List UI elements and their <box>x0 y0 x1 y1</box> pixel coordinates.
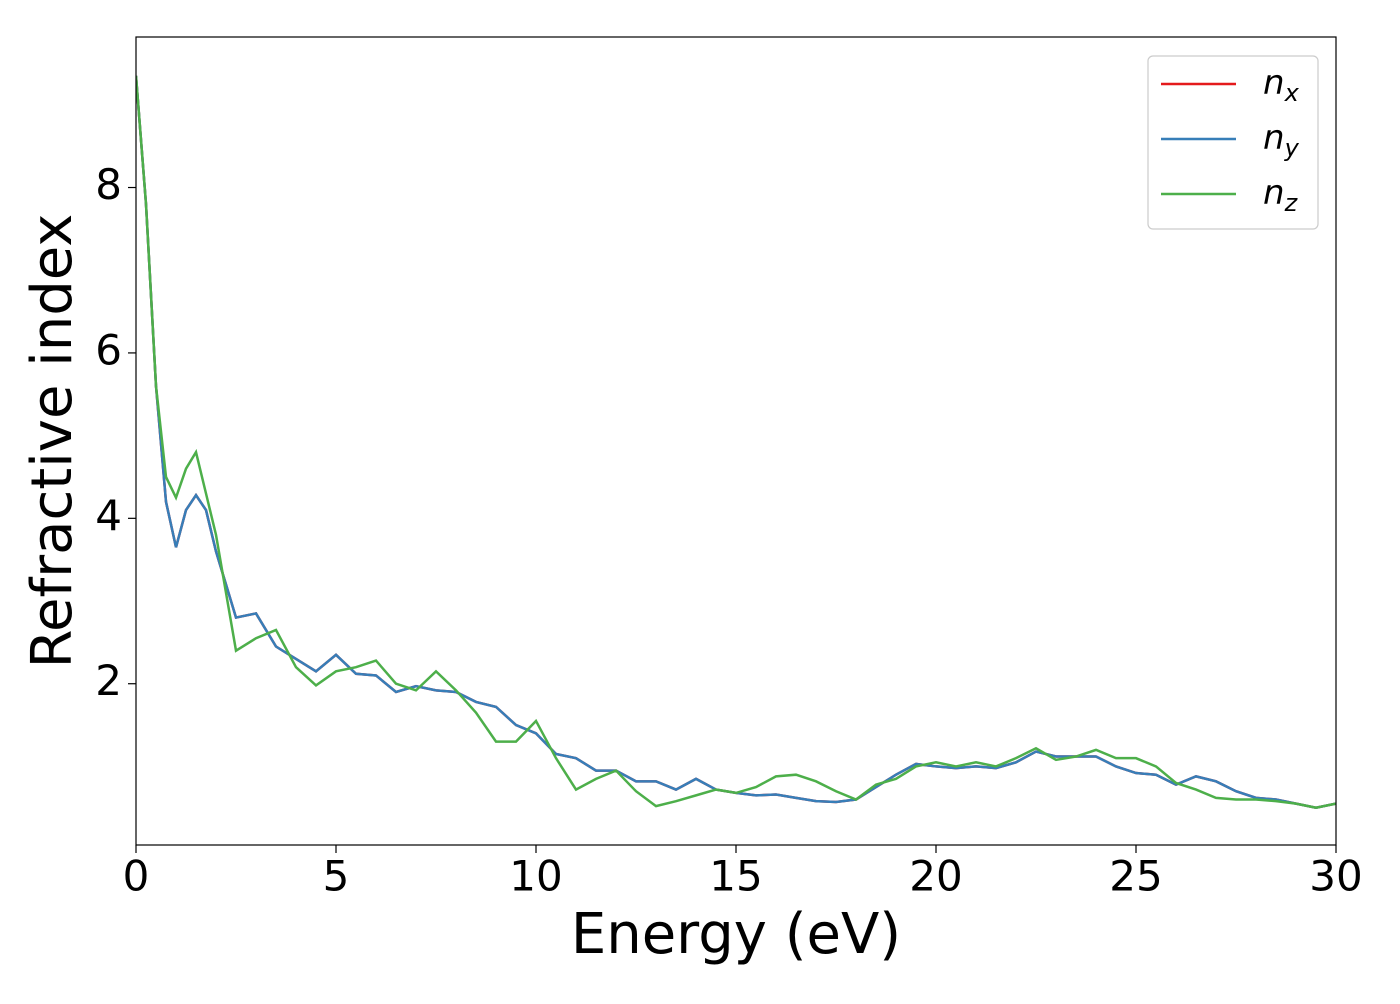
plot-frame <box>135 36 1337 846</box>
x-tick-label: 20 <box>909 852 962 901</box>
x-tick-label: 5 <box>323 852 350 901</box>
x-tick-label: 30 <box>1309 852 1362 901</box>
x-tick-label: 25 <box>1109 852 1162 901</box>
x-tick-label: 10 <box>509 852 562 901</box>
y-tick-label: 4 <box>95 491 122 540</box>
legend-label: nz <box>1263 173 1299 218</box>
legend-label: ny <box>1263 118 1300 163</box>
legend-label: nx <box>1263 63 1300 108</box>
y-tick-label: 2 <box>95 656 122 705</box>
series-line <box>136 75 1336 810</box>
y-tick-label: 6 <box>95 325 122 374</box>
x-axis-label: Energy (eV) <box>571 902 901 967</box>
x-tick-label: 15 <box>709 852 762 901</box>
x-tick-label: 0 <box>123 852 150 901</box>
y-tick-label: 8 <box>95 160 122 209</box>
series-line <box>136 75 1336 810</box>
legend-box <box>1147 55 1319 230</box>
y-axis-label: Refractive index <box>20 214 85 669</box>
